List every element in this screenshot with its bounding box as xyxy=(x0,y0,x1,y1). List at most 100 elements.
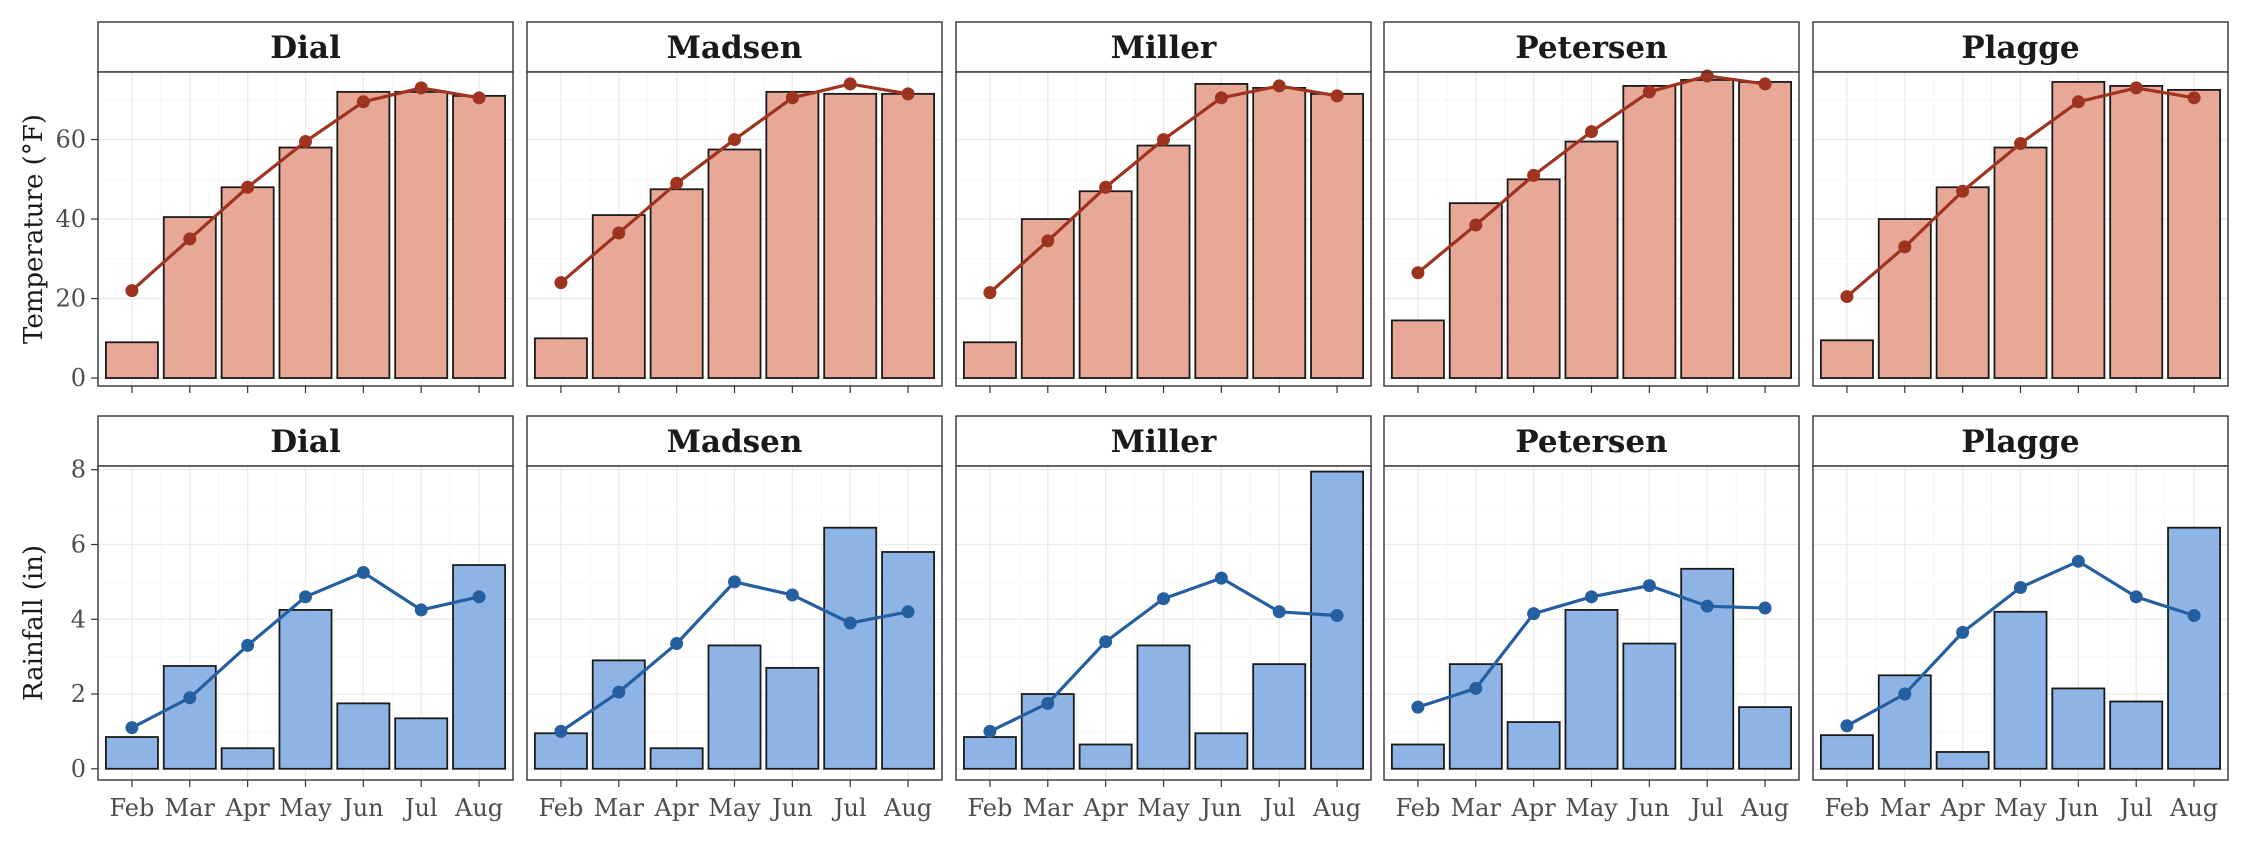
facet-strip xyxy=(526,415,943,467)
line-point-may xyxy=(1157,133,1170,147)
line-point-jun xyxy=(356,566,370,580)
y-axis-title: Rainfall (in) xyxy=(19,545,49,701)
bar-jun xyxy=(1194,83,1249,379)
x-tick-label: Jul xyxy=(2117,794,2153,822)
bar-jun xyxy=(2051,81,2106,379)
bar-feb xyxy=(533,732,588,770)
x-tick-label: Mar xyxy=(1451,794,1502,822)
line-point-may xyxy=(1585,125,1598,139)
panel-rainfall-plagge: Plagge Feb Mar Apr May Jun Jul Aug xyxy=(1812,415,2229,822)
x-tick-label: Jul xyxy=(1688,794,1724,822)
bar-feb xyxy=(1390,319,1445,379)
bar-mar xyxy=(1448,663,1503,770)
x-tick-label: Jun xyxy=(2055,794,2099,822)
x-tick-label: Mar xyxy=(165,794,216,822)
line-point-apr xyxy=(1956,625,1970,639)
facet-strip xyxy=(1383,21,1800,73)
line-point-feb xyxy=(1411,266,1425,280)
x-tick-label: Apr xyxy=(225,794,271,822)
line-point-jun xyxy=(785,91,799,105)
line-point-jun xyxy=(1214,571,1228,585)
x-tick-label: Aug xyxy=(454,794,503,822)
bar-may xyxy=(1564,140,1619,379)
bar-jul xyxy=(1252,86,1307,379)
bar-may xyxy=(707,644,762,770)
y-tick-label: 6 xyxy=(71,531,86,559)
bar-jun xyxy=(2051,687,2106,770)
bar-feb xyxy=(1819,339,1874,379)
bar-may xyxy=(1136,144,1191,379)
line-point-may xyxy=(1157,592,1170,606)
bar-apr xyxy=(1935,751,1990,770)
line-point-mar xyxy=(1041,696,1055,710)
line-point-may xyxy=(299,135,312,149)
y-tick-label: 40 xyxy=(55,205,86,233)
bar-apr xyxy=(649,188,704,379)
bar-jul xyxy=(1680,79,1735,379)
y-tick-label: 0 xyxy=(71,755,86,783)
line-point-mar xyxy=(1898,240,1912,254)
bar-feb xyxy=(104,341,159,379)
line-point-jul xyxy=(1700,69,1714,83)
facet-label: Madsen xyxy=(667,30,803,66)
line-point-feb xyxy=(1840,719,1854,733)
facet-strip xyxy=(1812,21,2229,73)
bar-jul xyxy=(394,717,449,770)
line-point-jun xyxy=(2071,554,2085,568)
facet-strip xyxy=(1383,415,1800,467)
bar-jul xyxy=(1680,567,1735,770)
panel-rainfall-dial: Dial Feb Mar Apr May Jun Jul Aug xyxy=(97,415,514,822)
y-tick-label: 8 xyxy=(71,456,86,484)
line-point-feb xyxy=(983,724,997,738)
panel-rainfall-petersen: Petersen Feb Mar Apr May Jun Jul Aug xyxy=(1383,415,1800,822)
line-point-feb xyxy=(554,724,568,738)
bar-jul xyxy=(2109,700,2164,770)
facet-strip xyxy=(955,415,1372,467)
bar-may xyxy=(1993,610,2048,770)
line-point-aug xyxy=(901,605,915,619)
bar-aug xyxy=(2167,88,2222,379)
facet-strip xyxy=(97,21,514,73)
bar-jul xyxy=(2109,85,2164,379)
x-tick-label: Mar xyxy=(594,794,645,822)
x-tick-label: Feb xyxy=(538,794,583,822)
panel-temperature-plagge: Plagge xyxy=(1812,21,2229,393)
line-point-apr xyxy=(1956,184,1970,198)
y-tick-label: 4 xyxy=(71,605,86,633)
x-tick-label: Feb xyxy=(109,794,154,822)
line-point-aug xyxy=(1758,77,1772,91)
x-tick-label: May xyxy=(279,794,332,822)
panel-temperature-madsen: Madsen xyxy=(526,21,943,393)
bar-aug xyxy=(452,94,507,379)
line-point-aug xyxy=(472,91,486,105)
bar-aug xyxy=(881,551,936,770)
bar-feb xyxy=(104,736,159,770)
bar-jun xyxy=(765,666,820,770)
bar-apr xyxy=(220,747,275,770)
x-tick-label: Jul xyxy=(831,794,867,822)
bar-apr xyxy=(1078,190,1133,379)
x-tick-label: May xyxy=(1994,794,2047,822)
bar-apr xyxy=(1506,721,1561,770)
bar-may xyxy=(1564,609,1619,770)
facet-label: Dial xyxy=(270,424,341,460)
line-point-apr xyxy=(670,176,684,190)
line-point-mar xyxy=(1041,234,1055,248)
facet-label: Miller xyxy=(1111,30,1217,66)
bar-apr xyxy=(1506,178,1561,379)
x-tick-label: Aug xyxy=(1740,794,1789,822)
line-point-jul xyxy=(1700,599,1714,613)
line-point-jul xyxy=(414,81,428,95)
bar-aug xyxy=(881,92,936,379)
facet-strip xyxy=(955,21,1372,73)
panel-temperature-petersen: Petersen xyxy=(1383,21,1800,393)
x-tick-label: May xyxy=(1137,794,1190,822)
line-point-jun xyxy=(1642,579,1656,593)
bar-aug xyxy=(2167,526,2222,770)
bar-aug xyxy=(1738,706,1793,770)
bar-may xyxy=(707,148,762,379)
bar-mar xyxy=(1448,202,1503,379)
facet-label: Plagge xyxy=(1961,30,2079,66)
bar-apr xyxy=(1935,186,1990,379)
line-point-mar xyxy=(612,685,626,699)
